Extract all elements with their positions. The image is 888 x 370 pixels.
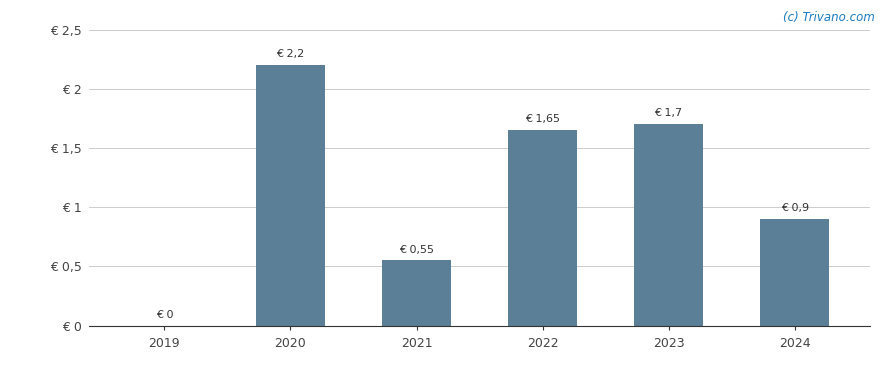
Text: € 1,7: € 1,7 <box>654 108 683 118</box>
Text: € 0,9: € 0,9 <box>781 203 809 213</box>
Text: € 0,55: € 0,55 <box>399 245 434 255</box>
Text: € 0: € 0 <box>155 310 173 320</box>
Text: € 2,2: € 2,2 <box>276 49 305 59</box>
Bar <box>382 260 451 326</box>
Bar <box>634 124 703 326</box>
Bar <box>760 219 829 326</box>
Bar <box>508 130 577 326</box>
Text: (c) Trivano.com: (c) Trivano.com <box>783 11 875 24</box>
Bar <box>256 65 325 326</box>
Text: € 1,65: € 1,65 <box>525 114 560 124</box>
